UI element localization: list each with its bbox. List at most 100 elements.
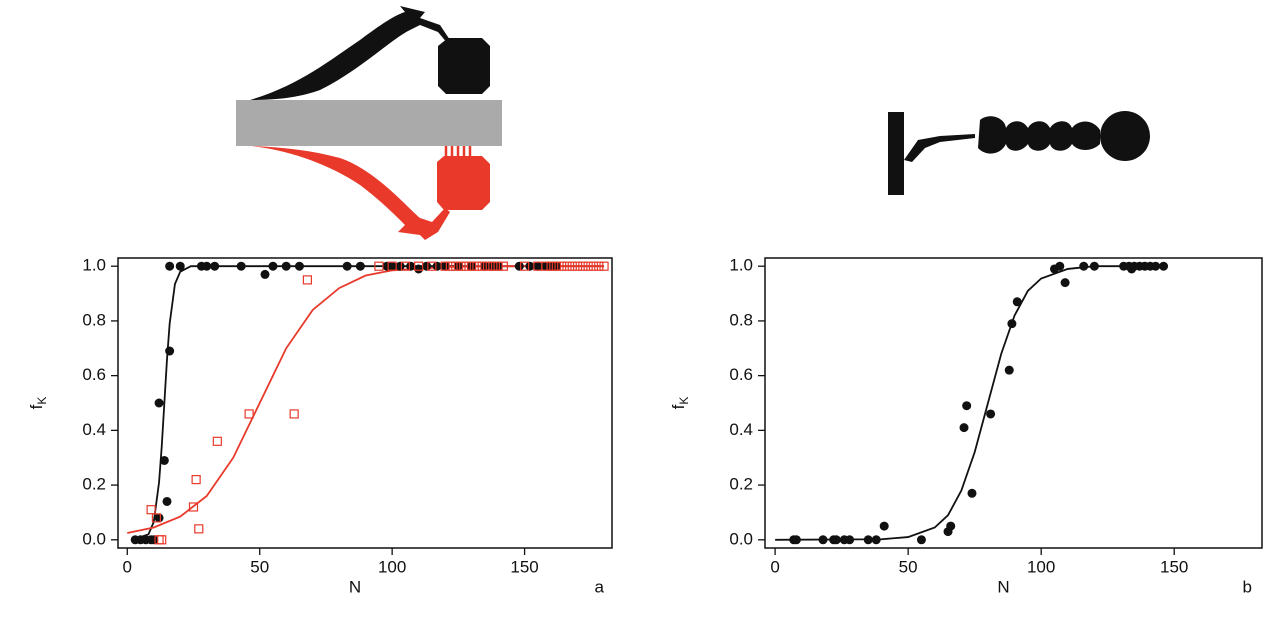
data-point bbox=[551, 261, 561, 271]
data-point bbox=[453, 261, 463, 271]
data-point bbox=[477, 261, 487, 271]
data-point bbox=[863, 535, 873, 545]
data-point bbox=[387, 261, 397, 271]
data-point bbox=[541, 261, 551, 271]
data-point bbox=[562, 261, 572, 271]
data-point bbox=[191, 475, 201, 485]
data-point bbox=[157, 535, 167, 545]
data-point bbox=[1151, 261, 1161, 271]
data-point bbox=[406, 261, 416, 271]
data-point bbox=[432, 261, 442, 271]
data-point bbox=[451, 261, 461, 271]
data-point bbox=[967, 488, 977, 498]
data-point bbox=[594, 261, 604, 271]
grey-bar bbox=[236, 100, 502, 146]
data-point bbox=[302, 275, 312, 285]
data-point bbox=[422, 261, 432, 271]
data-point bbox=[355, 261, 365, 271]
data-point bbox=[154, 513, 164, 523]
y-tick-label: 0.0 bbox=[729, 529, 753, 548]
x-tick-label: 0 bbox=[770, 557, 779, 576]
data-point bbox=[480, 261, 490, 271]
y-axis-label-sub: K bbox=[35, 397, 49, 405]
data-point bbox=[414, 261, 424, 271]
panel-label: a bbox=[595, 577, 605, 596]
data-point bbox=[557, 261, 567, 271]
data-point bbox=[871, 535, 881, 545]
data-point bbox=[188, 502, 199, 512]
data-point bbox=[374, 261, 384, 271]
y-tick-label: 0.8 bbox=[729, 310, 753, 329]
data-point bbox=[151, 513, 162, 523]
data-point bbox=[959, 423, 969, 433]
y-tick-label: 0.2 bbox=[729, 475, 753, 494]
data-point bbox=[467, 261, 477, 271]
data-point bbox=[154, 398, 164, 408]
data-point bbox=[165, 346, 175, 356]
data-point bbox=[514, 261, 524, 271]
data-point bbox=[488, 261, 498, 271]
y-tick-label: 0.4 bbox=[82, 420, 106, 439]
data-point bbox=[1159, 261, 1169, 271]
data-point bbox=[467, 261, 477, 271]
data-point bbox=[1007, 319, 1017, 329]
data-point bbox=[1012, 297, 1022, 307]
data-point bbox=[146, 505, 156, 515]
data-point bbox=[498, 261, 508, 271]
data-point bbox=[281, 261, 291, 271]
data-point bbox=[260, 269, 270, 279]
black-strand bbox=[250, 6, 450, 100]
y-axis-label: fK bbox=[27, 397, 49, 410]
data-point bbox=[599, 261, 609, 271]
x-tick-label: 100 bbox=[1027, 557, 1055, 576]
data-point bbox=[493, 261, 503, 271]
data-point bbox=[427, 261, 437, 271]
icon-a bbox=[236, 6, 502, 240]
x-tick-label: 150 bbox=[510, 557, 538, 576]
fit-curve bbox=[132, 265, 605, 541]
data-point bbox=[210, 261, 220, 271]
data-point bbox=[175, 261, 185, 271]
y-axis-label-main: f bbox=[27, 404, 46, 409]
panel-label: b bbox=[1243, 577, 1252, 596]
x-axis-label: N bbox=[349, 577, 361, 596]
data-point bbox=[879, 521, 889, 531]
data-point bbox=[395, 261, 405, 271]
x-tick-label: 100 bbox=[378, 557, 406, 576]
data-point bbox=[342, 261, 352, 271]
data-point bbox=[162, 496, 172, 506]
data-point bbox=[1089, 261, 1099, 271]
x-tick-label: 150 bbox=[1160, 557, 1188, 576]
data-point bbox=[440, 261, 450, 271]
y-tick-label: 0.4 bbox=[729, 420, 753, 439]
data-point bbox=[1079, 261, 1089, 271]
data-point bbox=[986, 409, 996, 419]
plot: 0 50 100 150 0.0 0.2 0.4 0.6 0.8 1.0 N b fK bbox=[669, 256, 1263, 596]
data-point bbox=[212, 436, 222, 446]
data-point bbox=[268, 261, 278, 271]
data-point bbox=[525, 261, 535, 271]
data-point bbox=[546, 261, 556, 271]
data-point bbox=[588, 261, 599, 271]
plot-frame bbox=[764, 257, 1263, 549]
data-point bbox=[149, 535, 159, 545]
y-tick-label: 0.6 bbox=[729, 365, 753, 384]
data-point bbox=[194, 524, 204, 534]
x-tick-label: 50 bbox=[250, 557, 269, 576]
y-axis-label-sub: K bbox=[677, 397, 691, 405]
y-tick-label: 1.0 bbox=[82, 256, 106, 275]
data-point bbox=[165, 261, 175, 271]
data-point bbox=[236, 261, 246, 271]
y-axis-label-main: f bbox=[669, 404, 688, 409]
data-point bbox=[445, 261, 456, 271]
data-point bbox=[440, 261, 450, 271]
data-point bbox=[387, 261, 397, 271]
y-tick-label: 0.2 bbox=[82, 475, 106, 494]
data-point bbox=[482, 261, 493, 271]
plot-frame bbox=[117, 257, 613, 549]
red-block bbox=[437, 156, 490, 210]
data-point bbox=[916, 535, 926, 545]
data-point bbox=[1055, 261, 1065, 271]
data-point bbox=[493, 261, 503, 271]
